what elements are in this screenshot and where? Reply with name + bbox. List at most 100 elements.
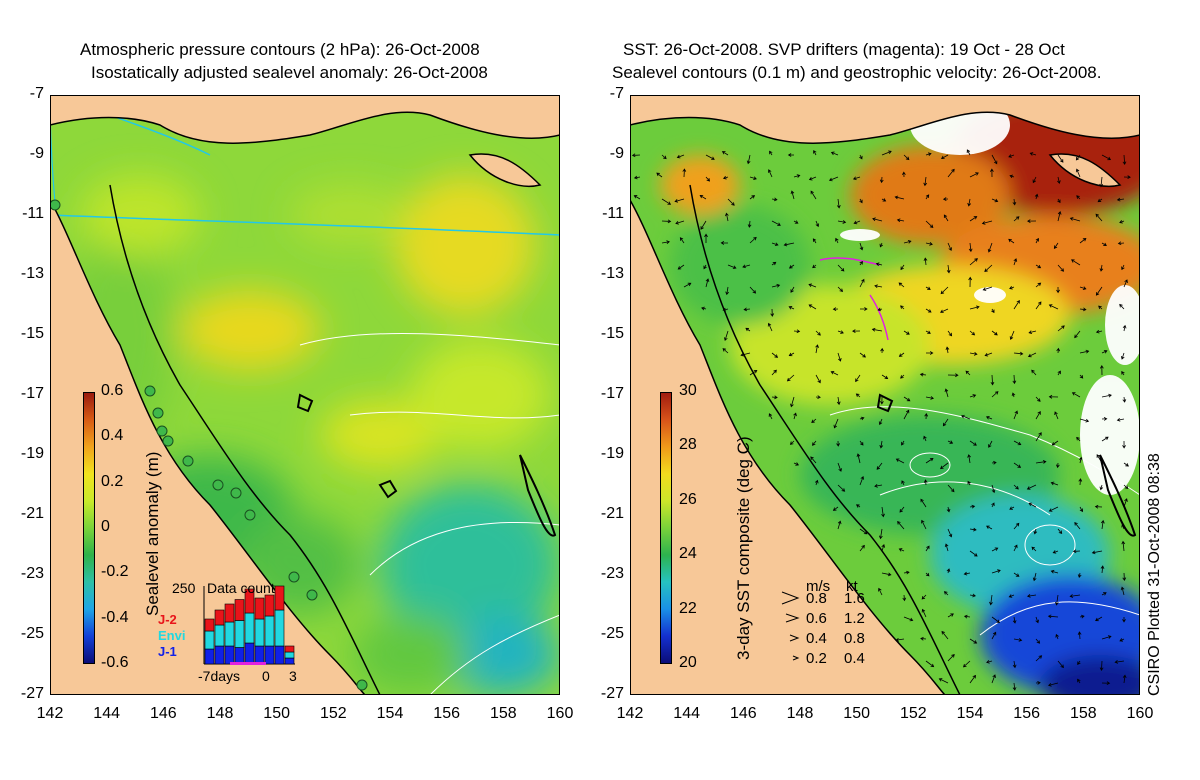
velocity-arrow [991, 330, 998, 336]
velocity-arrow [1078, 478, 1083, 486]
velocity-arrow [768, 413, 773, 420]
velocity-arrow [986, 525, 993, 530]
velocity-arrow [943, 591, 949, 596]
velocity-arrow [963, 614, 971, 619]
velocity-arrow [812, 264, 817, 269]
velocity-arrow [790, 286, 795, 293]
velocity-arrow [1077, 572, 1082, 578]
velocity-arrow [1054, 411, 1059, 420]
velocity-arrow [1048, 506, 1059, 512]
velocity-arrow [836, 198, 841, 209]
velocity-arrow [677, 264, 685, 270]
velocity-arrow [920, 498, 927, 508]
velocity-arrow [859, 416, 865, 421]
velocity-arrow [1100, 565, 1105, 574]
velocity-arrow [901, 480, 905, 486]
velocity-arrow [812, 238, 817, 244]
velocity-arrow [1079, 349, 1090, 354]
velocity-arrow [1096, 454, 1103, 464]
velocity-arrow [969, 351, 978, 356]
lon-tick-label: 148 [206, 705, 234, 722]
lat-tick-label: -15 [600, 325, 624, 342]
sealevel-anomaly-map[interactable] [50, 95, 560, 695]
velocity-arrow [830, 371, 839, 376]
velocity-arrow [1095, 616, 1103, 622]
velocity-arrow [1035, 638, 1041, 644]
velocity-arrow [919, 372, 927, 377]
data-count-bar-j1 [284, 657, 295, 665]
velocity-arrow [1013, 299, 1020, 310]
velocity-arrow [903, 154, 910, 161]
sealevel-colorbar [83, 392, 95, 664]
velocity-arrow [925, 660, 935, 668]
lon-tick-label: 148 [786, 705, 814, 722]
lon-tick-label: 158 [489, 705, 517, 722]
velocity-arrow [1055, 633, 1059, 640]
velocity-arrow [682, 168, 687, 178]
velocity-arrow [969, 593, 976, 598]
velocity-arrow [852, 176, 861, 181]
velocity-arrow [991, 391, 999, 398]
velocity-arrow [902, 594, 907, 602]
velocity-arrow [1114, 660, 1125, 664]
lon-tick-label: 152 [899, 705, 927, 722]
land-png [630, 95, 1140, 144]
colorbar-tick-label: 26 [679, 490, 697, 508]
velocity-arrow [746, 154, 751, 165]
velocity-arrow [947, 613, 954, 618]
velocity-arrow [940, 154, 949, 160]
velocity-arrow [947, 528, 953, 538]
data-count-bar-envi [204, 630, 215, 650]
velocity-arrow [925, 545, 930, 552]
lat-tick-label: -25 [20, 625, 44, 642]
velocity-arrow [1069, 217, 1081, 222]
velocity-arrow [991, 569, 1001, 574]
velocity-arrow [925, 308, 932, 313]
sst-map[interactable] [630, 95, 1140, 695]
right-title-line1: SST: 26-Oct-2008. SVP drifters (magenta)… [623, 40, 1065, 59]
velocity-arrow [1052, 550, 1059, 554]
lat-tick-label: -21 [600, 505, 624, 522]
velocity-arrow [1048, 394, 1059, 399]
velocity-arrow [1013, 572, 1020, 577]
shelf-line [109, 184, 381, 695]
velocity-arrow [1034, 193, 1039, 200]
velocity-arrow [902, 171, 906, 178]
velocity-arrow [859, 352, 866, 358]
velocity-arrow [771, 283, 781, 288]
lon-tick-label: 150 [843, 705, 870, 722]
arrow-0.6 [785, 613, 800, 623]
velocity-arrow [793, 220, 799, 224]
velocity-arrow [771, 261, 777, 266]
velocity-legend-arrows [781, 591, 800, 661]
velocity-arrow [853, 220, 861, 225]
velocity-arrow [1012, 374, 1017, 385]
coastline [630, 199, 946, 695]
velocity-arrow [1013, 638, 1023, 642]
velocity-arrow [832, 307, 839, 312]
velocity-arrow [836, 440, 841, 447]
velocity-arrow [991, 616, 1001, 623]
velocity-arrow [1091, 550, 1103, 555]
velocity-arrow [1079, 614, 1085, 619]
velocity-arrow [923, 435, 927, 442]
colorbar-tick-label: 0.6 [101, 382, 124, 399]
velocity-arrow [1076, 436, 1081, 442]
velocity-arrow [1056, 347, 1061, 354]
velocity-arrow [897, 520, 905, 530]
data-count-bar-j2 [214, 609, 225, 626]
velocity-arrow [881, 506, 885, 518]
colorbar-tick-label: -0.6 [101, 654, 129, 671]
velocity-arrow [965, 370, 971, 376]
velocity-arrow [814, 479, 819, 486]
lat-tick-label: -13 [20, 265, 44, 282]
velocity-arrow [633, 195, 641, 200]
data-count-bar-j1 [224, 645, 235, 665]
lon-tick-label: 160 [1126, 705, 1154, 722]
velocity-arrow [1069, 594, 1081, 598]
velocity-arrow [786, 374, 795, 382]
velocity-arrow [703, 264, 707, 270]
velocity-arrow [879, 440, 884, 449]
velocity-arrow [1100, 519, 1105, 530]
sealevel-contour [299, 332, 560, 346]
